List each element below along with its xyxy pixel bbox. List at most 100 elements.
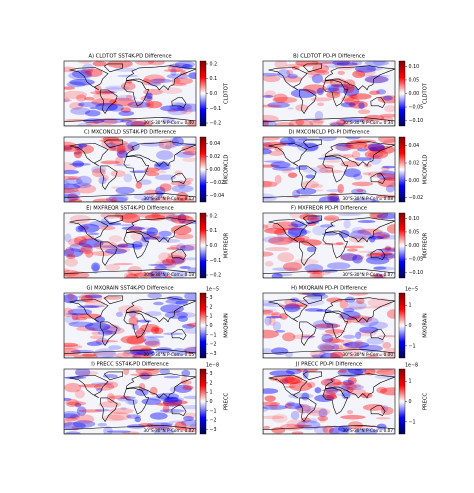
coastline (123, 231, 150, 259)
field-blob (350, 93, 372, 100)
field-blob (341, 96, 355, 102)
coastline (64, 348, 196, 358)
panel: B) CLDTOT PD-PI Difference 30°S-30°N P-Co… (262, 54, 429, 127)
field-blob (76, 414, 95, 424)
field-blob (326, 322, 339, 329)
field-blob (389, 182, 395, 188)
field-blob (107, 87, 122, 90)
field-blob (123, 173, 133, 183)
field-blob (292, 334, 315, 340)
field-blob (325, 394, 338, 400)
field-blob (274, 375, 295, 384)
field-blob (109, 97, 135, 107)
field-blob (384, 245, 391, 252)
field-blob (146, 101, 163, 109)
coastline (64, 192, 196, 202)
field-blob (370, 252, 393, 256)
field-blob (138, 227, 156, 230)
field-blob (92, 198, 117, 202)
field-blob (144, 369, 156, 371)
map-frame (262, 212, 396, 279)
field-blob (174, 61, 195, 69)
field-blob (386, 309, 395, 319)
field-blob (382, 165, 395, 169)
field-blob (376, 423, 387, 430)
coastline (268, 375, 308, 399)
field-blob (271, 347, 289, 356)
field-blob (357, 306, 383, 309)
field-blob (362, 172, 372, 176)
field-blob (171, 137, 184, 147)
field-blob (287, 73, 298, 79)
field-pattern (263, 61, 395, 126)
field-blob (64, 175, 78, 181)
colorbar-tick-label: 0.0 (210, 91, 218, 97)
field-blob (322, 338, 345, 344)
field-blob (379, 113, 395, 118)
field-blob (319, 167, 334, 174)
field-blob (64, 86, 76, 90)
map-frame (63, 136, 197, 203)
field-blob (324, 378, 336, 387)
field-blob (316, 87, 324, 96)
field-blob (386, 224, 395, 234)
field-blob (147, 82, 162, 87)
field-blob (91, 98, 118, 106)
field-blob (140, 142, 165, 147)
field-blob (123, 104, 144, 109)
field-blob (136, 350, 156, 356)
field-blob (371, 199, 380, 202)
field-blob (64, 417, 78, 422)
field-blob (181, 220, 196, 225)
field-blob (348, 293, 369, 296)
field-blob (81, 225, 89, 230)
field-blob (354, 428, 378, 434)
field-blob (383, 175, 395, 182)
field-blob (308, 75, 316, 78)
field-blob (75, 225, 84, 233)
field-blob (338, 425, 350, 432)
field-blob (326, 189, 343, 193)
field-blob (76, 175, 92, 186)
map-background (64, 137, 196, 202)
field-blob (263, 141, 274, 150)
colorbar-tick-label: 1 (409, 303, 412, 309)
field-pattern (263, 213, 395, 278)
field-blob (263, 72, 281, 77)
field-blob (263, 141, 287, 148)
field-blob (272, 321, 282, 332)
annotation: 30°S-30°N P-Corr= 0.02 (144, 428, 195, 433)
field-blob (110, 142, 135, 153)
field-blob (312, 293, 326, 297)
colorbar (199, 368, 207, 435)
colorbar-tick-label: −0.04 (210, 193, 225, 199)
field-blob (319, 344, 334, 351)
field-blob (185, 177, 194, 183)
field-blob (64, 97, 70, 103)
field-blob (300, 417, 311, 423)
field-blob (160, 396, 184, 403)
field-blob (314, 323, 341, 329)
field-pattern (64, 369, 196, 434)
field-blob (368, 321, 389, 330)
field-blob (328, 84, 350, 94)
field-blob (362, 119, 375, 122)
field-blob (69, 214, 91, 224)
field-blob (263, 406, 269, 412)
field-blob (264, 395, 276, 402)
field-blob (303, 117, 320, 122)
field-blob (71, 313, 79, 321)
field-blob (310, 216, 320, 222)
field-blob (182, 150, 196, 156)
field-blob (324, 159, 342, 163)
field-blob (263, 425, 271, 430)
field-blob (287, 137, 308, 143)
field-blob (162, 404, 170, 413)
field-blob (365, 75, 387, 84)
field-blob (154, 265, 167, 270)
field-blob (64, 315, 80, 325)
coastline (298, 241, 317, 266)
field-blob (132, 352, 152, 358)
field-blob (64, 347, 81, 357)
field-blob (144, 167, 160, 173)
